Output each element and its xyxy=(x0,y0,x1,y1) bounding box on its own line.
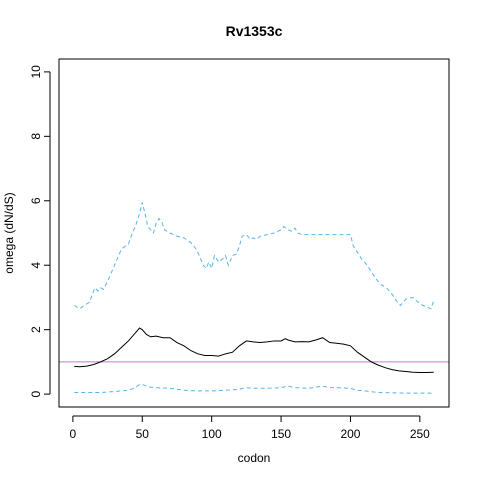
x-tick-label: 100 xyxy=(202,427,222,441)
y-tick-label: 10 xyxy=(29,65,43,79)
y-axis: 0 2 4 6 8 10 xyxy=(29,65,51,397)
x-tick-label: 250 xyxy=(410,427,430,441)
plot-frame xyxy=(58,58,450,408)
omega-lower-bound-line xyxy=(74,383,434,394)
x-tick-label: 0 xyxy=(70,427,77,441)
x-tick-label: 200 xyxy=(340,427,360,441)
omega-upper-bound-line xyxy=(74,202,435,310)
x-tick-label: 50 xyxy=(136,427,150,441)
y-tick-label: 0 xyxy=(29,390,43,397)
x-axis: 0 50 100 150 200 250 xyxy=(70,415,430,441)
y-tick-label: 6 xyxy=(29,197,43,204)
y-tick-label: 2 xyxy=(29,326,43,333)
x-axis-label: codon xyxy=(238,451,271,465)
y-tick-label: 4 xyxy=(29,262,43,269)
omega-mean-line xyxy=(74,327,434,374)
y-axis-label: omega (dN/dS) xyxy=(2,192,16,273)
chart-title: Rv1353c xyxy=(226,23,283,39)
y-tick-label: 8 xyxy=(29,133,43,140)
x-tick-label: 150 xyxy=(271,427,291,441)
